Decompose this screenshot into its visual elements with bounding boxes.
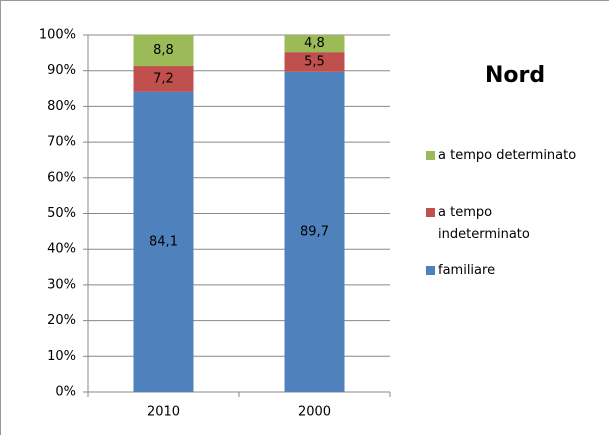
x-tick-label: 2010 [147, 405, 180, 420]
legend-swatch [426, 266, 435, 275]
y-tick-label: 10% [47, 349, 76, 364]
bar-segment [133, 66, 194, 92]
y-tick-label: 90% [47, 63, 76, 78]
legend: familiare a tempo indeterminato a tempo de… [438, 0, 609, 435]
bar-segment [133, 34, 194, 67]
legend-item: a tempo determinato [438, 145, 576, 167]
data-label: 4,8 [304, 36, 325, 51]
legend-label: familiare [438, 263, 496, 278]
y-tick-label: 30% [47, 277, 76, 292]
y-tick-label: 20% [47, 313, 76, 328]
legend-item: a tempo indeterminato [438, 202, 563, 246]
data-label: 7,2 [153, 71, 174, 86]
legend-swatch [426, 208, 435, 217]
data-label: 89,7 [300, 224, 329, 239]
bar-segment [133, 91, 194, 392]
y-tick-label: 70% [47, 135, 76, 150]
y-tick-label: 100% [39, 28, 76, 43]
y-tick-label: 60% [47, 170, 76, 185]
chart-title: Nord [485, 63, 545, 88]
y-tick-label: 40% [47, 242, 76, 257]
legend-item: familiare [438, 260, 495, 282]
bar-segment [284, 52, 345, 72]
legend-label: a tempo determinato [438, 148, 577, 163]
data-label: 84,1 [149, 234, 178, 249]
x-tick-label: 2000 [298, 405, 331, 420]
data-label: 5,5 [304, 54, 325, 69]
y-tick-label: 0% [55, 385, 76, 400]
data-label: 8,8 [153, 43, 174, 58]
legend-swatch [426, 151, 435, 160]
bar-segment [284, 35, 345, 53]
bar-segment [284, 71, 345, 393]
y-tick-label: 80% [47, 99, 76, 114]
legend-label: a tempo indeterminato [438, 205, 530, 242]
y-tick-label: 50% [47, 206, 76, 221]
